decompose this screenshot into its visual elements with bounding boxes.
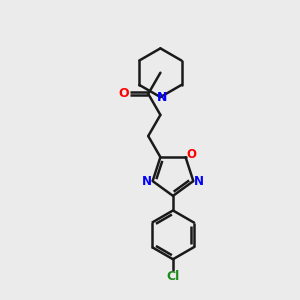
Text: N: N: [194, 175, 204, 188]
Text: N: N: [157, 91, 167, 103]
Text: N: N: [142, 175, 152, 188]
Text: Cl: Cl: [167, 270, 180, 283]
Text: O: O: [118, 87, 129, 100]
Text: O: O: [186, 148, 196, 161]
